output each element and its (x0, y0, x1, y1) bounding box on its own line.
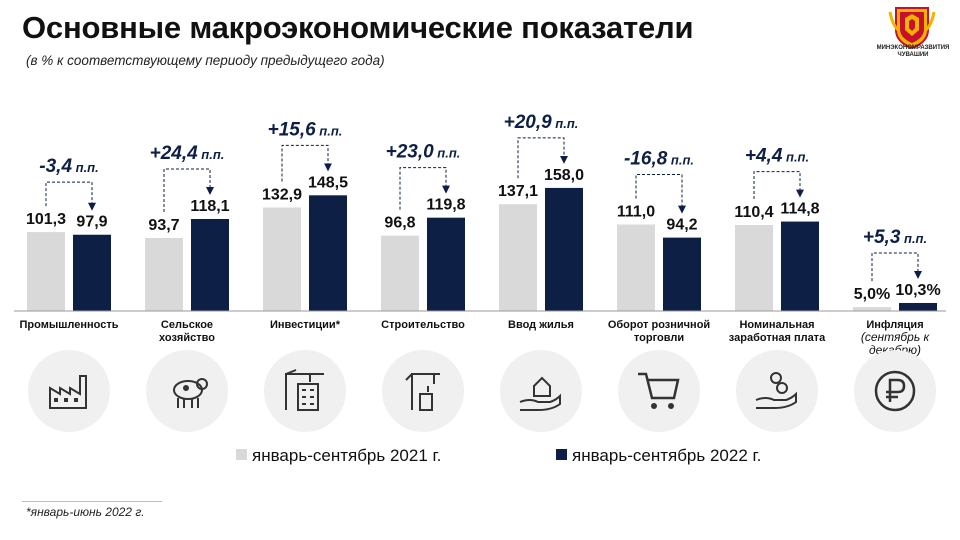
legend-swatch-2021 (236, 449, 247, 460)
legend-swatch-2022 (556, 449, 567, 460)
value-label-invest-2021: 132,9 (262, 186, 302, 203)
chart-legend: январь-сентябрь 2021 г. январь-сентябрь … (0, 446, 960, 470)
legend-label-2021: январь-сентябрь 2021 г. (252, 446, 442, 465)
bar-prom-2021 (27, 232, 65, 311)
legend-label-2022: январь-сентябрь 2022 г. (572, 446, 762, 465)
category-label-zarplata: Номинальная заработная плата (729, 319, 826, 344)
category-label-prom: Промышленность (20, 319, 119, 331)
category-label-stroy: Строительство (381, 319, 465, 331)
bar-zarplata-2022 (781, 221, 819, 311)
bar-stroy-2021 (381, 235, 419, 311)
legend-item-2022: январь-сентябрь 2022 г. (556, 446, 761, 466)
value-label-zarplata-2022: 114,8 (780, 201, 819, 218)
bar-zhilye-2021 (499, 204, 537, 311)
value-label-stroy-2022: 119,8 (426, 197, 465, 214)
bar-zhilye-2022 (545, 187, 583, 311)
value-label-torg-2022: 94,2 (666, 217, 697, 234)
difference-arrow-torg (635, 174, 686, 214)
footnote: *январь-июнь 2022 г. (26, 505, 145, 519)
value-label-inflation-2022: 10,3% (895, 282, 940, 299)
value-label-stroy-2021: 96,8 (384, 215, 415, 232)
value-label-zarplata-2021: 110,4 (734, 204, 773, 221)
difference-label-prom: -3,4 п.п. (39, 156, 98, 177)
bar-selhoz-2021 (145, 238, 183, 311)
category-label-invest: Инвестиции* (270, 319, 341, 331)
value-label-prom-2021: 101,3 (26, 211, 66, 228)
bar-torg-2021 (617, 224, 655, 311)
difference-label-invest: +15,6 п.п. (268, 119, 343, 140)
difference-label-zhilye: +20,9 п.п. (504, 112, 579, 133)
difference-arrow-inflation (871, 252, 922, 282)
category-label-selhoz: Сельское хозяйство (159, 319, 215, 344)
shopping-cart-icon (618, 350, 700, 432)
difference-label-torg: -16,8 п.п. (624, 149, 694, 170)
difference-label-zarplata: +4,4 п.п. (745, 146, 809, 167)
page-subtitle: (в % к соответствующему периоду предыдущ… (26, 53, 385, 68)
value-label-selhoz-2022: 118,1 (190, 198, 229, 215)
bar-stroy-2022 (427, 217, 465, 311)
construction-icon (264, 350, 346, 432)
category-label-zhilye: Ввод жилья (508, 319, 574, 331)
bar-selhoz-2022 (191, 219, 229, 311)
value-label-torg-2021: 111,0 (617, 204, 655, 221)
value-label-prom-2022: 97,9 (76, 214, 107, 231)
page-title: Основные макроэкономические показатели (22, 10, 694, 45)
category-label-torg: Оборот розничной торговли (608, 319, 710, 344)
difference-arrow-prom (45, 181, 96, 211)
difference-label-stroy: +23,0 п.п. (386, 142, 461, 163)
difference-label-selhoz: +24,4 п.п. (150, 143, 225, 164)
bar-prom-2022 (73, 234, 111, 311)
coins-hand-icon (736, 350, 818, 432)
bar-zarplata-2021 (735, 224, 773, 311)
difference-label-inflation: +5,3 п.п. (863, 227, 927, 248)
value-label-selhoz-2021: 93,7 (148, 217, 179, 234)
cow-icon (146, 350, 228, 432)
factory-icon (28, 350, 110, 432)
bar-inflation-2021 (853, 307, 891, 311)
value-label-zhilye-2021: 137,1 (498, 183, 538, 200)
value-label-inflation-2021: 5,0% (854, 286, 890, 303)
bar-inflation-2022 (899, 302, 937, 311)
bar-invest-2021 (263, 207, 301, 311)
ruble-icon (854, 350, 936, 432)
coat-of-arms-logo (888, 7, 936, 50)
bar-chart: 101,3 97,9 -3,4 п.п. Промышленность 93,7 118,… (14, 112, 946, 357)
legend-item-2021: январь-сентябрь 2021 г. (236, 446, 441, 466)
difference-arrow-zarplata (753, 171, 804, 199)
value-label-invest-2022: 148,5 (308, 174, 348, 191)
difference-arrow-selhoz (163, 168, 214, 213)
house-hand-icon (500, 350, 582, 432)
logo-caption: МИНЭКОНОМРАЗВИТИЯ ЧУВАШИИ (876, 45, 950, 58)
bar-invest-2022 (309, 195, 347, 311)
difference-arrow-zhilye (517, 137, 568, 179)
bar-torg-2022 (663, 237, 701, 311)
footnote-divider (22, 501, 162, 502)
crane-icon (382, 350, 464, 432)
difference-arrow-stroy (399, 167, 450, 210)
value-label-zhilye-2022: 158,0 (544, 167, 584, 184)
